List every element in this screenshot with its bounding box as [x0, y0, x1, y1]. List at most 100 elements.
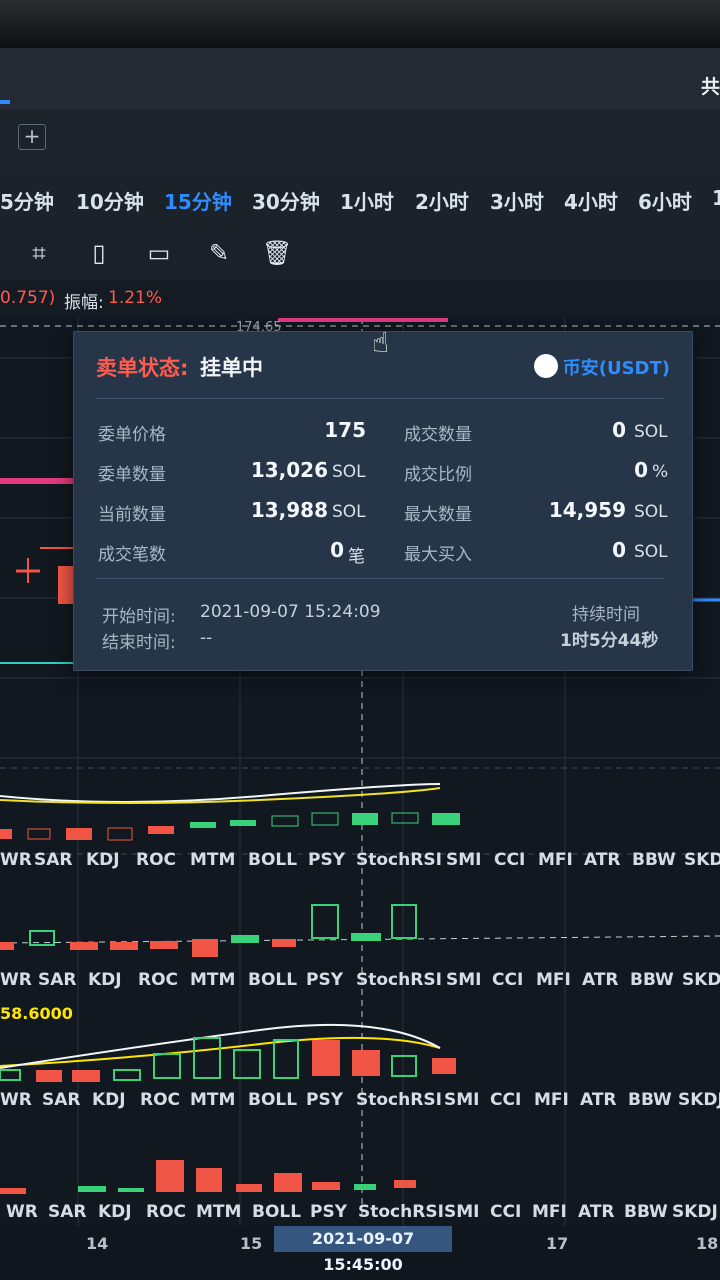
indicator-mfi[interactable]: MFI	[532, 1202, 567, 1222]
interval-4h[interactable]: 4小时	[564, 190, 618, 214]
interval-10m[interactable]: 10分钟	[76, 190, 144, 214]
fill-ratio-unit: %	[652, 462, 669, 482]
current-qty-label: 当前数量	[98, 505, 166, 525]
indicator-wr[interactable]: WR	[6, 1202, 38, 1222]
trade-count-value: 0	[330, 538, 344, 562]
indicator-atr[interactable]: ATR	[578, 1202, 615, 1222]
indicator-bbw[interactable]: BBW	[630, 970, 674, 990]
ruler-icon[interactable]: ⌗	[32, 239, 46, 267]
indicator-roc[interactable]: ROC	[146, 1202, 187, 1222]
indicator-skdj[interactable]: SKDJ	[682, 970, 720, 990]
indicator-kdj[interactable]: KDJ	[98, 1202, 132, 1222]
indicator-boll[interactable]: BOLL	[248, 850, 298, 870]
divider	[96, 578, 664, 579]
time-label: 18	[696, 1234, 719, 1253]
drawing-toolbar	[0, 228, 720, 280]
indicator-mtm[interactable]: MTM	[190, 850, 236, 870]
indicator-boll[interactable]: BOLL	[252, 1202, 302, 1222]
indicator-roc[interactable]: ROC	[136, 850, 177, 870]
interval-6h[interactable]: 6小时	[638, 190, 692, 214]
indicator-psy[interactable]: PSY	[308, 850, 346, 870]
indicator-sar[interactable]: SAR	[48, 1202, 87, 1222]
indicator-atr[interactable]: ATR	[584, 850, 621, 870]
indicator-bar-4: WR SAR KDJ ROC MTM BOLL PSY StochRSI SMI…	[0, 1202, 720, 1232]
indicator-wr[interactable]: WR	[0, 970, 32, 990]
indicator-wr[interactable]: WR	[0, 1090, 32, 1110]
indicator-mtm[interactable]: MTM	[190, 1090, 236, 1110]
top-bar	[0, 48, 720, 110]
indicator-atr[interactable]: ATR	[580, 1090, 617, 1110]
trade-count-label: 成交笔数	[98, 545, 166, 565]
indicator-kdj[interactable]: KDJ	[88, 970, 122, 990]
indicator-mfi[interactable]: MFI	[538, 850, 573, 870]
indicator-kdj[interactable]: KDJ	[86, 850, 120, 870]
indicator-mtm[interactable]: MTM	[190, 970, 236, 990]
indicator-psy[interactable]: PSY	[310, 1202, 348, 1222]
indicator-psy[interactable]: PSY	[306, 970, 344, 990]
indicator-wr[interactable]: WR	[0, 850, 32, 870]
indicator-sar[interactable]: SAR	[42, 1090, 81, 1110]
indicator-psy[interactable]: PSY	[306, 1090, 344, 1110]
max-qty-value: 14,959	[548, 498, 626, 522]
indicator-stochrsi[interactable]: StochRSI	[356, 850, 442, 870]
time-label: 14	[86, 1234, 109, 1253]
indicator-smi[interactable]: SMI	[446, 970, 482, 990]
indicator-skd[interactable]: SKD	[684, 850, 720, 870]
indicator-bbw[interactable]: BBW	[624, 1202, 668, 1222]
indicator-cci[interactable]: CCI	[490, 1202, 522, 1222]
fill-ratio-value: 0	[634, 458, 648, 482]
duration-label: 持续时间	[572, 605, 640, 625]
max-buy-value: 0	[612, 538, 626, 562]
selected-time-label: 2021-09-07 15:45:00	[274, 1226, 452, 1274]
indicator-boll[interactable]: BOLL	[248, 970, 298, 990]
indicator-stochrsi[interactable]: StochRSI	[356, 970, 442, 990]
indicator-skdj[interactable]: SKDJ	[678, 1090, 720, 1110]
duration-value: 1时5分44秒	[560, 631, 659, 651]
exchange-label: 币安(USDT)	[562, 358, 670, 379]
amplitude-label: 振幅:	[64, 293, 104, 313]
brand-text: 共	[700, 76, 720, 98]
indicator-roc[interactable]: ROC	[140, 1090, 181, 1110]
indicator-mtm[interactable]: MTM	[196, 1202, 242, 1222]
interval-2h[interactable]: 2小时	[415, 190, 469, 214]
indicator-cci[interactable]: CCI	[494, 850, 526, 870]
indicator-smi[interactable]: SMI	[444, 1202, 480, 1222]
indicator-kdj[interactable]: KDJ	[92, 1090, 126, 1110]
order-status-popup[interactable]: 卖单状态: 挂单中 币安(USDT) 委单价格 175 成交数量 0 SOL 委…	[73, 331, 693, 671]
interval-1h[interactable]: 1小时	[340, 190, 394, 214]
indicator-skdj[interactable]: SKDJ	[672, 1202, 718, 1222]
indicator-smi[interactable]: SMI	[444, 1090, 480, 1110]
tab-bar	[0, 110, 720, 170]
indicator-stochrsi[interactable]: StochRSI	[356, 1090, 442, 1110]
indicator-sar[interactable]: SAR	[34, 850, 73, 870]
indicator-boll[interactable]: BOLL	[248, 1090, 298, 1110]
filled-qty-label: 成交数量	[404, 425, 472, 445]
interval-more[interactable]: 1	[712, 186, 720, 210]
current-qty-value: 13,988	[250, 498, 328, 522]
interval-5m[interactable]: 5分钟	[0, 190, 54, 214]
indicator-mfi[interactable]: MFI	[536, 970, 571, 990]
indicator-atr[interactable]: ATR	[582, 970, 619, 990]
document-icon[interactable]: ▯	[92, 239, 106, 267]
indicator-stochrsi[interactable]: StochRSI	[358, 1202, 444, 1222]
interval-15m[interactable]: 15分钟	[164, 190, 232, 214]
indicator-bbw[interactable]: BBW	[628, 1090, 672, 1110]
order-qty-label: 委单数量	[98, 465, 166, 485]
add-tab-button[interactable]: +	[18, 124, 46, 150]
price-info-row: 0.757) 振幅: 1.21%	[0, 282, 720, 318]
trash-icon[interactable]: 🗑	[262, 239, 293, 267]
indicator-cci[interactable]: CCI	[490, 1090, 522, 1110]
indicator-sar[interactable]: SAR	[38, 970, 77, 990]
interval-3h[interactable]: 3小时	[490, 190, 544, 214]
indicator-mfi[interactable]: MFI	[534, 1090, 569, 1110]
order-price-label: 委单价格	[98, 425, 166, 445]
indicator-bbw[interactable]: BBW	[632, 850, 676, 870]
indicator-roc[interactable]: ROC	[138, 970, 179, 990]
indicator-smi[interactable]: SMI	[446, 850, 482, 870]
bookmark-icon[interactable]: ▭	[147, 239, 171, 267]
fill-ratio-label: 成交比例	[404, 465, 472, 485]
edit-icon[interactable]: ✎	[208, 239, 230, 267]
indicator-cci[interactable]: CCI	[492, 970, 524, 990]
interval-30m[interactable]: 30分钟	[252, 190, 320, 214]
max-qty-label: 最大数量	[404, 505, 472, 525]
